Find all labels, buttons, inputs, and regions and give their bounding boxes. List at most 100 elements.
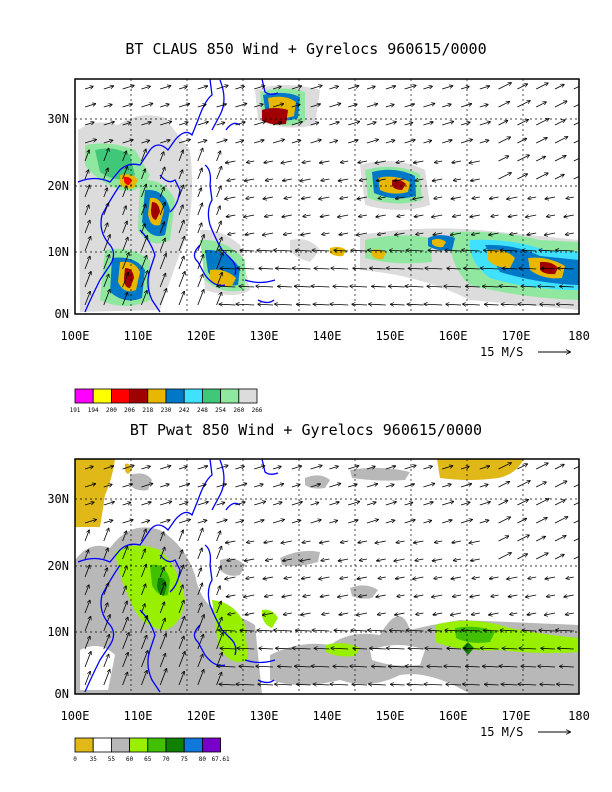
wind-vector: [357, 577, 368, 579]
wind-vector: [554, 465, 564, 470]
wind-vector: [218, 630, 236, 631]
wind-vector: [366, 502, 376, 506]
wind-vector: [433, 613, 443, 615]
wind-vector: [141, 521, 149, 524]
wind-vector: [536, 518, 547, 524]
panel-2-wind-vectors: [84, 463, 579, 685]
wind-vector: [538, 286, 556, 287]
x-tick-label: 150E: [376, 329, 405, 343]
wind-vector: [351, 630, 368, 631]
colorbar-swatch: [111, 388, 131, 404]
wind-vector: [103, 635, 110, 650]
wind-vector: [333, 666, 349, 667]
wind-vector: [329, 122, 339, 126]
wind-vector: [522, 630, 537, 631]
x-tick-label: 100E: [61, 709, 90, 723]
x-tick-label: 140E: [313, 709, 342, 723]
wind-vector: [507, 577, 518, 579]
wind-vector: [239, 666, 255, 667]
wind-vector: [557, 304, 574, 305]
wind-vector: [84, 140, 96, 144]
wind-vector: [446, 304, 462, 305]
x-tick-label: 180: [568, 709, 590, 723]
wind-vector: [159, 654, 165, 668]
wind-vector: [84, 617, 91, 632]
wind-vector: [225, 577, 236, 579]
wind-vector: [385, 520, 395, 524]
wind-vector: [141, 169, 145, 180]
wind-vector: [536, 119, 549, 126]
colorbar-label: 218: [142, 407, 153, 414]
colorbar-label: 55: [108, 756, 116, 763]
wind-vector: [341, 161, 349, 163]
wind-vector: [479, 485, 488, 488]
wind-vector: [432, 559, 443, 561]
wind-vector: [463, 304, 480, 305]
colorbar-label: 266: [252, 407, 263, 414]
wind-vector: [178, 87, 187, 90]
wind-vector: [404, 104, 415, 108]
wind-vector: [291, 140, 301, 144]
wind-vector: [517, 84, 527, 90]
reference-vector-label: 15 M/S: [480, 345, 523, 359]
wind-vector: [366, 520, 378, 524]
wind-vector: [178, 237, 185, 252]
wind-vector: [445, 250, 462, 251]
panel-2-grid: [75, 459, 579, 694]
wind-vector: [463, 684, 480, 685]
wind-vector: [424, 304, 443, 305]
wind-vector: [566, 613, 574, 615]
wind-vector: [334, 250, 349, 251]
wind-vector: [564, 595, 574, 597]
wind-vector: [291, 520, 301, 524]
wind-vector: [159, 222, 164, 234]
wind-vector: [353, 268, 368, 269]
wind-vector: [434, 577, 443, 579]
wind-vector: [404, 484, 415, 488]
wind-vector: [498, 156, 509, 162]
wind-vector: [84, 502, 94, 506]
wind-vector: [500, 630, 518, 631]
wind-vector: [160, 86, 170, 90]
wind-vector: [423, 502, 433, 506]
wind-vector: [295, 286, 311, 287]
wind-vector: [301, 613, 311, 615]
wind-vector: [435, 541, 443, 543]
wind-vector: [103, 502, 114, 506]
wind-vector: [338, 179, 349, 181]
wind-vector: [451, 197, 462, 199]
wind-vector: [254, 104, 263, 108]
wind-vector: [103, 274, 109, 288]
wind-vector: [284, 233, 292, 235]
wind-vector: [366, 467, 375, 470]
wind-vector: [84, 636, 90, 650]
wind-vector: [216, 503, 225, 506]
wind-vector: [414, 595, 424, 597]
wind-vector: [564, 215, 574, 217]
wind-vector: [159, 567, 164, 578]
panel-1-frame: [74, 78, 580, 315]
wind-vector: [244, 559, 255, 561]
wind-vector: [485, 304, 499, 305]
wind-vector: [217, 286, 236, 287]
wind-vector: [217, 666, 236, 667]
panel-1-map: [74, 78, 580, 315]
wind-vector: [479, 86, 490, 90]
wind-vector: [464, 648, 480, 649]
wind-vector: [141, 122, 151, 126]
wind-vector: [197, 235, 204, 252]
wind-vector: [423, 521, 431, 524]
wind-vector: [484, 630, 499, 631]
wind-vector: [122, 123, 131, 126]
panel-2-map: [74, 458, 580, 695]
wind-vector: [498, 463, 512, 470]
panel-1-title: BT CLAUS 850 Wind + Gyrelocs 960615/0000: [125, 40, 487, 58]
wind-vector: [396, 541, 405, 543]
wind-vector: [284, 613, 292, 615]
y-tick-label: 0N: [55, 307, 69, 321]
wind-vector: [84, 185, 90, 198]
wind-vector: [159, 238, 165, 252]
wind-vector: [219, 684, 236, 685]
wind-vector: [414, 161, 424, 163]
